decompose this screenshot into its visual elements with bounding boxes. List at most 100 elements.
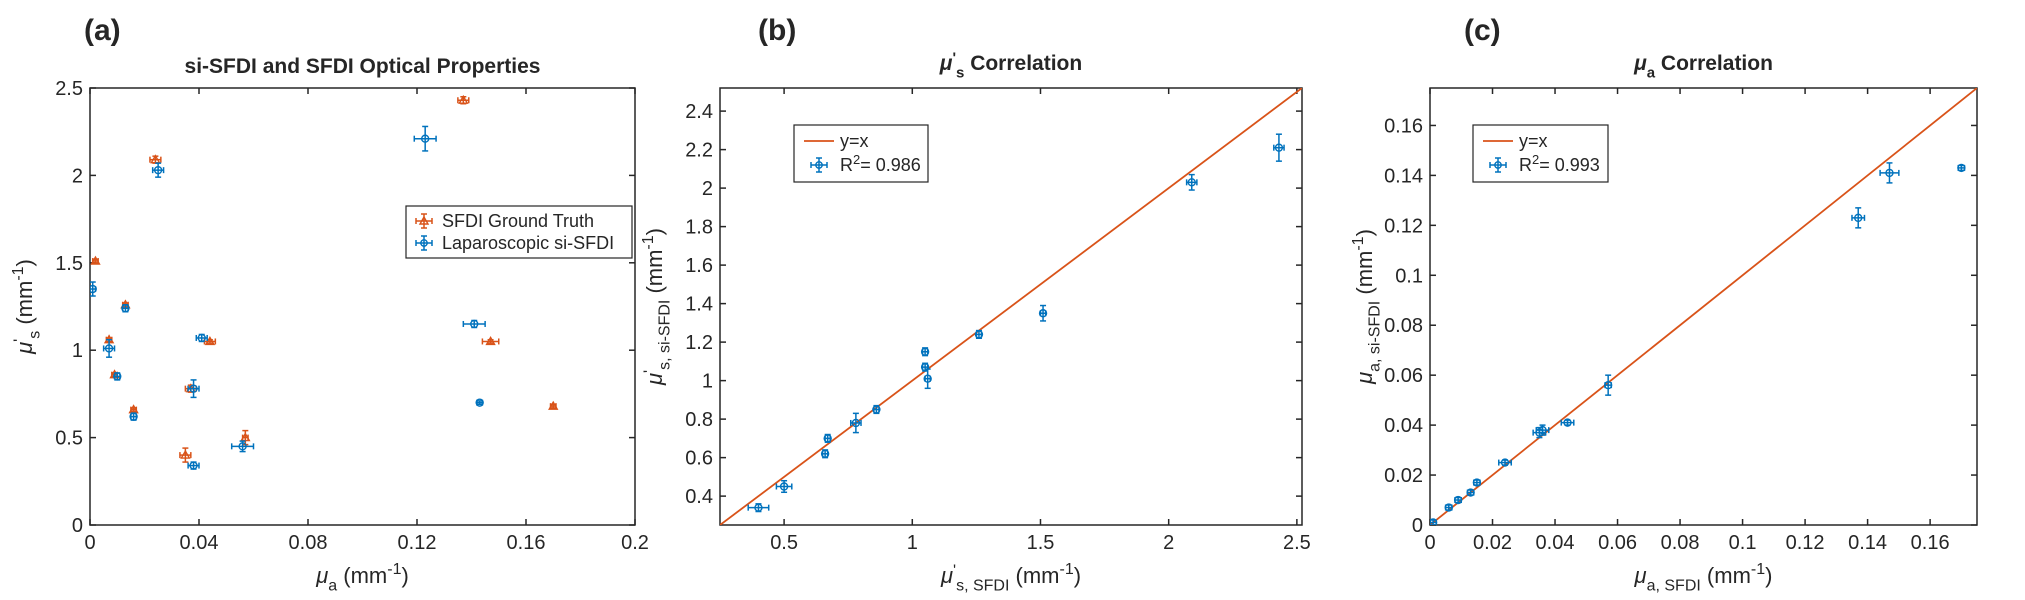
marker-circle <box>779 482 789 491</box>
y-tick-label: 0.14 <box>1384 165 1423 187</box>
marker-triangle <box>485 336 496 346</box>
x-tick-label: 1 <box>907 532 918 554</box>
x-tick-label: 0.08 <box>289 532 328 554</box>
legend: y=xR2= 0.986 <box>793 124 929 183</box>
data-point <box>102 338 116 358</box>
y-axis-label: μ's (mm-1) <box>10 259 44 355</box>
series-r2-0-993 <box>1430 162 1966 525</box>
data-point <box>923 368 932 390</box>
y-tick-label: 0.08 <box>1384 315 1423 337</box>
x-tick-label: 0.2 <box>621 532 649 554</box>
y-tick-label: 2 <box>702 178 713 200</box>
y-tick-label: 0.12 <box>1384 215 1423 237</box>
data-point <box>1957 163 1966 173</box>
data-point <box>1851 207 1866 229</box>
data-point <box>121 304 130 313</box>
y-tick-label: 2.5 <box>55 78 83 100</box>
legend-entry-label: SFDI Ground Truth <box>442 211 594 231</box>
data-point <box>1273 133 1285 162</box>
data-point <box>462 319 486 329</box>
legend-marker <box>1494 161 1502 169</box>
data-point <box>457 94 470 105</box>
marker-circle <box>470 319 479 329</box>
data-point <box>113 372 122 381</box>
plot-area <box>720 88 1302 525</box>
panel-letter: (b) <box>758 14 796 47</box>
data-point <box>129 412 138 421</box>
y-tick-label: 0.6 <box>685 448 713 470</box>
marker-circle <box>129 412 138 421</box>
x-tick-label: 0.02 <box>1473 532 1512 554</box>
y-tick-label: 0.5 <box>55 428 83 450</box>
chart-panel-b: (b) μ's Correlation 0.5 1 1.5 2 2.5 0.4 0.6 0.8 1 1… <box>640 14 1311 595</box>
marker-circle <box>197 333 206 343</box>
data-point <box>1038 304 1048 322</box>
x-tick-label: 0 <box>1424 532 1435 554</box>
x-axis-label: μa, SFDI (mm-1) <box>1634 561 1773 595</box>
data-point <box>128 404 139 414</box>
data-point <box>1185 173 1198 191</box>
y-tick-label: 0.16 <box>1384 115 1423 137</box>
y-tick-label: 2 <box>72 165 83 187</box>
plot-area <box>90 94 559 470</box>
marker-circle <box>1603 380 1613 390</box>
marker-circle <box>920 362 930 372</box>
y-axis-label: μ's, si-SFDI (mm-1) <box>640 228 674 386</box>
data-point <box>179 447 192 463</box>
marker-circle <box>1472 478 1482 487</box>
marker-circle <box>1187 178 1196 187</box>
marker-circle <box>1500 458 1510 467</box>
data-point <box>230 440 255 453</box>
x-tick-label: 0.04 <box>180 532 219 554</box>
series-laparoscopic-si-sfdi <box>90 125 486 470</box>
data-point <box>823 433 832 443</box>
y-tick-label: 2.2 <box>685 140 713 162</box>
marker-triangle <box>548 400 559 410</box>
data-point <box>1560 418 1575 427</box>
data-point <box>872 404 881 415</box>
legend-marker <box>420 239 428 247</box>
marker-circle <box>974 330 984 339</box>
y-tick-label: 0.06 <box>1384 365 1423 387</box>
data-point <box>1498 458 1513 467</box>
x-tick-label: 0.12 <box>398 532 437 554</box>
marker-circle <box>1957 163 1966 173</box>
marker-circle <box>1038 309 1048 318</box>
data-point <box>1535 424 1550 436</box>
data-point <box>1466 488 1475 497</box>
x-tick-label: 0.5 <box>770 532 798 554</box>
data-point <box>195 333 208 343</box>
data-point <box>151 162 165 178</box>
data-point <box>920 347 930 357</box>
data-point <box>475 398 484 407</box>
x-tick-label: 0.16 <box>1911 532 1950 554</box>
data-point <box>1430 518 1438 525</box>
y-tick-label: 0.02 <box>1384 465 1423 487</box>
legend-entry-label: y=x <box>840 131 869 151</box>
marker-circle <box>851 418 861 428</box>
chart-title: si-SFDI and SFDI Optical Properties <box>185 55 541 78</box>
y-tick-label: 1.8 <box>685 217 713 239</box>
data-point <box>90 255 101 265</box>
data-point <box>775 479 793 494</box>
marker-circle <box>420 134 430 143</box>
marker-circle <box>153 165 163 175</box>
marker-circle <box>113 372 122 381</box>
x-tick-label: 2.5 <box>1283 532 1311 554</box>
marker-circle <box>104 344 114 353</box>
marker-circle <box>189 384 198 393</box>
marker-triangle <box>458 94 469 104</box>
y-tick-label: 2.4 <box>685 101 713 123</box>
marker-circle <box>1466 488 1475 497</box>
x-tick-label: 0.06 <box>1598 532 1637 554</box>
marker-circle <box>238 442 247 451</box>
y-tick-label: 0.8 <box>685 409 713 431</box>
chart-title: μ's Correlation <box>939 50 1082 82</box>
x-tick-label: 0 <box>84 532 95 554</box>
legend-box <box>405 205 633 259</box>
x-tick-label: 0.04 <box>1536 532 1575 554</box>
marker-circle <box>1885 168 1894 178</box>
axes-box <box>1429 87 1978 526</box>
data-point <box>187 379 200 399</box>
